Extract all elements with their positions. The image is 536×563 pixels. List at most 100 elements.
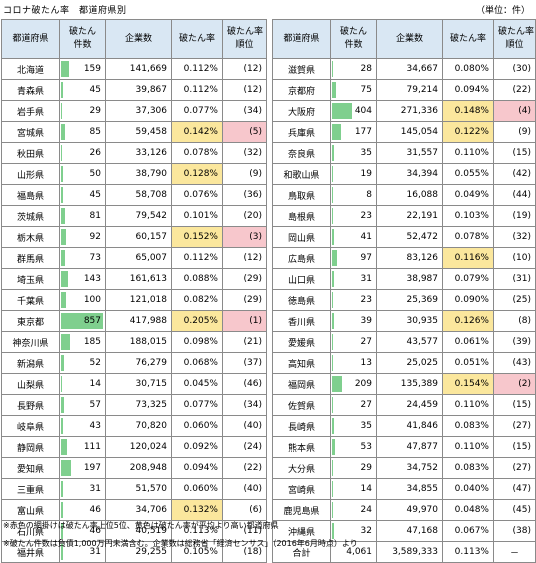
cell-count: 41 <box>331 227 377 248</box>
cell-count: 23 <box>331 206 377 227</box>
count-value: 52 <box>90 358 101 368</box>
cell-companies: 38,790 <box>106 164 172 185</box>
count-value: 92 <box>90 232 101 242</box>
cell-rank: (6) <box>223 500 267 521</box>
cell-companies: 70,820 <box>106 416 172 437</box>
count-value: 31 <box>90 484 101 494</box>
cell-rank: (15) <box>494 437 536 458</box>
cell-pref: 岩手県 <box>2 101 60 122</box>
cell-pref: 宮城県 <box>2 122 60 143</box>
count-value: 50 <box>90 169 101 179</box>
cell-rate: 0.128% <box>172 164 223 185</box>
cell-rate: 0.060% <box>172 416 223 437</box>
cell-companies: 188,015 <box>106 332 172 353</box>
cell-rate: 0.112% <box>172 80 223 101</box>
count-bar <box>61 166 63 182</box>
count-value: 209 <box>355 379 372 389</box>
cell-count: 14 <box>331 479 377 500</box>
cell-companies: 79,542 <box>106 206 172 227</box>
cell-companies: 83,126 <box>377 248 443 269</box>
count-value: 45 <box>90 85 101 95</box>
cell-pref: 大阪府 <box>273 101 331 122</box>
cell-companies: 58,708 <box>106 185 172 206</box>
cell-rank: (27) <box>494 458 536 479</box>
cell-pref: 山梨県 <box>2 374 60 395</box>
count-value: 45 <box>90 190 101 200</box>
cell-pref: 長野県 <box>2 395 60 416</box>
cell-count: 143 <box>60 269 106 290</box>
cell-count: 27 <box>331 395 377 416</box>
cell-rank: (32) <box>494 227 536 248</box>
count-value: 85 <box>90 127 101 137</box>
count-bar <box>332 313 334 329</box>
count-bar <box>61 250 65 266</box>
count-value: 73 <box>90 253 101 263</box>
count-value: 35 <box>361 421 372 431</box>
cell-rank: (47) <box>494 479 536 500</box>
cell-count: 159 <box>60 59 106 80</box>
count-value: 857 <box>84 316 101 326</box>
cell-pref: 山口県 <box>273 269 331 290</box>
cell-companies: 73,325 <box>106 395 172 416</box>
count-value: 32 <box>361 526 372 536</box>
cell-rank: (12) <box>223 80 267 101</box>
count-value: 27 <box>361 400 372 410</box>
cell-rate: 0.078% <box>172 143 223 164</box>
cell-pref: 長崎県 <box>273 416 331 437</box>
cell-pref: 福島県 <box>2 185 60 206</box>
count-bar <box>61 334 70 350</box>
cell-companies: 135,389 <box>377 374 443 395</box>
count-bar <box>332 250 337 266</box>
cell-count: 100 <box>60 290 106 311</box>
count-value: 39 <box>361 316 372 326</box>
count-bar <box>61 124 65 140</box>
cell-rate: 0.110% <box>443 395 494 416</box>
cell-rate: 0.103% <box>443 206 494 227</box>
cell-companies: 161,613 <box>106 269 172 290</box>
cell-count: 73 <box>60 248 106 269</box>
cell-companies: 47,877 <box>377 437 443 458</box>
cell-rate: 0.094% <box>443 80 494 101</box>
cell-count: 27 <box>331 332 377 353</box>
cell-count: 26 <box>60 143 106 164</box>
cell-companies: 43,577 <box>377 332 443 353</box>
count-value: 46 <box>90 505 101 515</box>
cell-pref: 宮崎県 <box>273 479 331 500</box>
cell-count: 45 <box>60 80 106 101</box>
count-bar <box>332 271 334 287</box>
header-pref: 都道府県 <box>2 20 60 59</box>
cell-pref: 大分県 <box>273 458 331 479</box>
count-bar <box>332 355 333 371</box>
cell-rank: (8) <box>494 311 536 332</box>
cell-companies: 59,458 <box>106 122 172 143</box>
cell-rank: (38) <box>494 521 536 542</box>
count-bar <box>61 187 63 203</box>
count-value: 143 <box>84 274 101 284</box>
cell-pref: 青森県 <box>2 80 60 101</box>
count-value: 8 <box>366 190 372 200</box>
count-bar <box>61 355 64 371</box>
footnote-highlight: ※赤色の網掛けは破たん率上位5位、黄色は破たん率が平均より高い都道府県 <box>3 520 279 531</box>
header-count: 破たん件数 <box>331 20 377 59</box>
cell-rank: (20) <box>223 206 267 227</box>
cell-companies: 141,669 <box>106 59 172 80</box>
cell-companies: 47,168 <box>377 521 443 542</box>
cell-rank: (22) <box>223 458 267 479</box>
count-value: 43 <box>90 421 101 431</box>
cell-pref: 島根県 <box>273 206 331 227</box>
cell-rank: (37) <box>223 353 267 374</box>
